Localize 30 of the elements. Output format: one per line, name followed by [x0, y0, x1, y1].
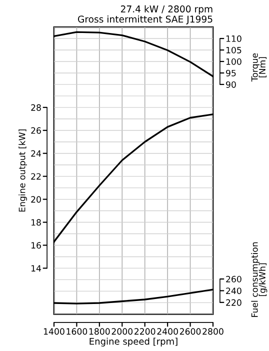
- y3-tick-label: 220: [226, 299, 242, 306]
- chart-subtitle: Gross intermittent SAE J1995: [78, 15, 212, 24]
- y2-tick-label: 90: [226, 81, 236, 88]
- x-tick-label: 2200: [134, 328, 156, 335]
- x-tick-label: 2400: [157, 328, 178, 335]
- y-tick-label: 22: [31, 173, 41, 180]
- y-tick-label: 18: [31, 219, 41, 226]
- y-tick-label: 24: [31, 150, 42, 157]
- y-tick-label: 28: [31, 104, 41, 111]
- y2-tick-label: 100: [226, 58, 242, 65]
- y3-axis-title: Fuel consumption [g/kWh]: [251, 242, 268, 317]
- chart-title: 27.4 kW / 2800 rpm: [120, 5, 212, 14]
- x-tick-label: 2000: [112, 328, 133, 335]
- x-axis-title: Engine speed [rpm]: [90, 338, 178, 346]
- y-tick-label: 20: [31, 196, 41, 203]
- x-tick-label: 2600: [180, 328, 201, 335]
- y2-tick-label: 105: [226, 46, 242, 54]
- y2-tick-label: 95: [226, 70, 236, 76]
- x-tick-label: 1800: [89, 328, 110, 335]
- y3-tick-label: 260: [226, 276, 242, 282]
- x-tick-label: 1600: [66, 328, 88, 335]
- y-tick-label: 14: [31, 265, 42, 272]
- y-tick-label: 16: [31, 242, 41, 249]
- y-tick-label: 26: [31, 127, 41, 134]
- y2-axis-title: Torque [Nm]: [251, 53, 267, 82]
- y2-tick-label: 110: [226, 35, 242, 42]
- x-tick-label: 1400: [44, 328, 64, 335]
- y-axis-title: Engine output [kW]: [18, 130, 27, 212]
- x-tick-label: 2800: [202, 328, 224, 335]
- y3-tick-label: 240: [226, 288, 242, 294]
